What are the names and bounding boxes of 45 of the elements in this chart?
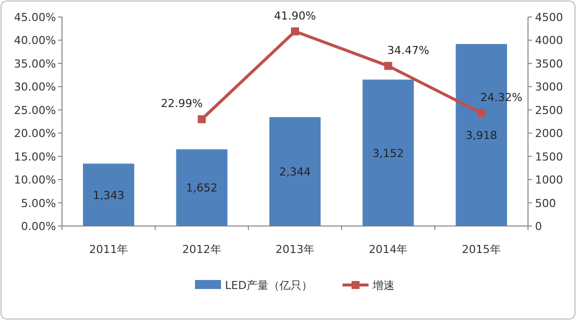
y2-tick-label: 2000 — [535, 127, 563, 140]
data-label: 34.47% — [387, 44, 430, 57]
y-tick-label: 20.00% — [14, 127, 56, 140]
point — [291, 27, 299, 36]
y-tick-label: 15.00% — [14, 150, 56, 164]
x-tick-label: 2013年 — [276, 243, 314, 256]
y2-tick-label: 1500 — [535, 150, 563, 164]
x-tick-label: 2015年 — [462, 243, 501, 256]
y2-tick-label: 3500 — [535, 57, 563, 70]
data-label: 2,344 — [279, 166, 311, 179]
y-tick-label: 45.00% — [14, 11, 56, 24]
legend-item: LED产量（亿只） — [195, 279, 313, 292]
bar — [269, 117, 321, 226]
y-tick-label: 10.00% — [14, 174, 56, 187]
legend-label: 增速 — [372, 279, 395, 292]
data-label: 1,652 — [186, 182, 218, 195]
y-tick-label: 35.00% — [14, 57, 56, 70]
point — [384, 62, 392, 70]
y2-tick-label: 0 — [535, 220, 542, 233]
data-label: 3,152 — [372, 146, 404, 160]
y-tick-label: 30.00% — [14, 80, 56, 94]
y-tick-label: 40.00% — [14, 34, 56, 48]
data-label: 1,343 — [92, 188, 124, 202]
y2-tick-label: 500 — [535, 196, 556, 210]
y2-tick-label: 4500 — [535, 11, 563, 24]
y-tick-label: 5.00% — [21, 196, 56, 210]
y2-tick-label: 2500 — [535, 104, 563, 117]
x-tick-label: 2012年 — [182, 243, 222, 256]
y2-tick-label: 3000 — [535, 80, 563, 94]
y2-tick-label: 4000 — [535, 34, 563, 48]
x-tick-label: 2014年 — [368, 243, 408, 256]
bar — [176, 149, 228, 226]
y2-tick-label: 1000 — [535, 174, 563, 187]
y-tick-label: 25.00% — [14, 104, 56, 117]
bar — [82, 164, 134, 226]
bar — [362, 80, 414, 226]
legend-label: LED产量（亿只） — [225, 279, 313, 292]
data-label: 22.99% — [160, 97, 203, 110]
legend-item: 增速 — [342, 279, 395, 292]
point — [198, 115, 206, 124]
data-label: 3,918 — [466, 129, 498, 142]
data-label: 41.90% — [274, 9, 316, 22]
point — [477, 109, 486, 118]
y-tick-label: 0.00% — [21, 220, 56, 233]
x-tick-label: 2011年 — [89, 243, 128, 256]
